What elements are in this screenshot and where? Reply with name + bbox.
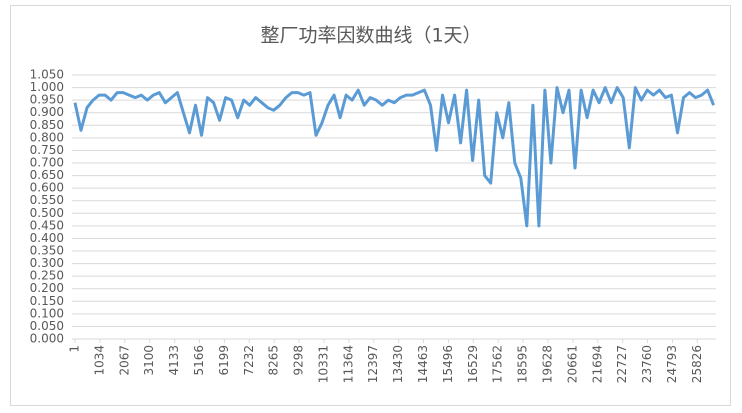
x-tick-label: 13430 <box>391 345 405 383</box>
y-tick-label: 0.750 <box>30 143 64 157</box>
x-tick-label: 22727 <box>615 345 629 383</box>
x-tick-label: 1 <box>68 345 82 353</box>
y-tick-label: 1.000 <box>30 80 64 94</box>
x-tick-label: 3100 <box>142 345 156 376</box>
chart-title: 整厂功率因数曲线（1天） <box>260 25 481 47</box>
x-tick-label: 10331 <box>316 345 330 383</box>
y-tick-label: 0.700 <box>30 156 64 170</box>
x-tick-label: 8265 <box>267 345 281 376</box>
y-tick-label: 0.850 <box>30 118 64 132</box>
y-tick-label: 0.350 <box>30 244 64 258</box>
x-tick-label: 7232 <box>242 345 256 376</box>
x-tick-label: 25826 <box>690 345 704 383</box>
y-tick-label: 0.650 <box>30 168 64 182</box>
y-tick-label: 1.050 <box>30 68 64 82</box>
x-tick-label: 20661 <box>565 345 579 383</box>
x-tick-label: 2067 <box>117 345 131 376</box>
x-tick-label: 12397 <box>366 345 380 383</box>
y-tick-label: 0.500 <box>30 206 64 220</box>
y-tick-label: 0.300 <box>30 256 64 270</box>
y-tick-label: 0.950 <box>30 93 64 107</box>
x-tick-label: 11364 <box>341 345 355 383</box>
line <box>73 86 715 228</box>
y-tick-label: 0.800 <box>30 130 64 144</box>
x-tick-label: 15496 <box>441 345 455 383</box>
x-tick-label: 9298 <box>292 345 306 376</box>
x-tick-label: 5166 <box>192 345 206 376</box>
y-tick-label: 0.450 <box>30 218 64 232</box>
x-tick-label: 19628 <box>540 345 554 383</box>
y-tick-label: 0.050 <box>30 319 64 333</box>
x-tick-label: 6199 <box>217 345 231 376</box>
x-tick-label: 16529 <box>466 345 480 383</box>
x-tick-label: 18595 <box>516 345 530 383</box>
x-tick-label: 21694 <box>590 345 604 383</box>
y-tick-label: 0.000 <box>30 332 64 346</box>
y-tick-label: 0.250 <box>30 269 64 283</box>
y-tick-label: 0.550 <box>30 193 64 207</box>
x-tick-label: 14463 <box>416 345 430 383</box>
x-tick-label: 24793 <box>665 345 679 383</box>
x-tick-label: 4133 <box>167 345 181 376</box>
x-tick-label: 1034 <box>92 345 106 376</box>
y-tick-label: 0.200 <box>30 281 64 295</box>
y-tick-label: 0.900 <box>30 105 64 119</box>
y-tick-label: 0.600 <box>30 181 64 195</box>
x-tick-label: 17562 <box>491 345 505 383</box>
y-tick-label: 0.150 <box>30 294 64 308</box>
y-tick-label: 0.100 <box>30 306 64 320</box>
x-tick-label: 23760 <box>640 345 654 383</box>
y-tick-label: 0.400 <box>30 231 64 245</box>
